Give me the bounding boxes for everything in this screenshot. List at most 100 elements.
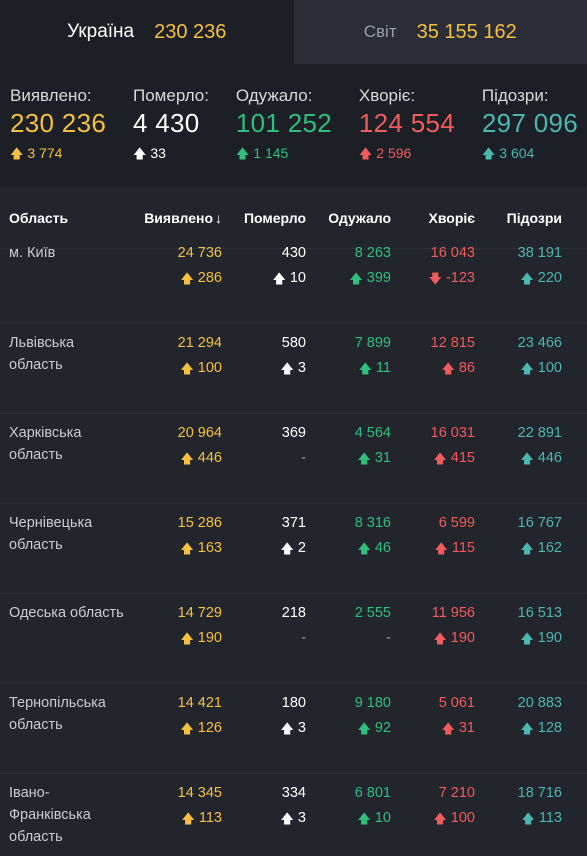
arrow-up-icon: 🡅: [180, 540, 194, 556]
cell-confirmed: 24 736 🡅 286: [130, 242, 222, 323]
table-body: м. Київ 24 736 🡅 286 430 🡅 10 8 263 🡅 399 16 043 🡇 -…: [0, 234, 587, 856]
arrow-up-icon: 🡅: [357, 720, 371, 736]
arrow-up-icon: 🡅: [520, 270, 534, 286]
cell-sick: 6 599 🡅 115: [391, 512, 476, 593]
recovered-value: 9 180: [354, 695, 391, 711]
stat-delta-value: 3 774: [27, 145, 63, 161]
header-confirmed[interactable]: Виявлено ↓: [130, 210, 222, 226]
deaths-delta-value: -: [301, 630, 306, 646]
recovered-delta: 🡅 11: [359, 357, 391, 379]
stat-suspected: Підозри: 297 096 🡅 3 604: [482, 86, 578, 187]
header-confirmed-label: Виявлено: [144, 209, 213, 226]
deaths-value: 180: [281, 695, 306, 711]
cell-suspected: 16 767 🡅 162: [475, 512, 575, 593]
tabs-bar: Україна 230 236 Світ 35 155 162: [0, 0, 587, 64]
stat-delta-value: 33: [150, 145, 166, 161]
confirmed-delta: 🡅 126: [180, 717, 222, 739]
confirmed-value: 14 421: [177, 695, 222, 711]
sick-delta: 🡅 115: [435, 537, 476, 559]
arrow-up-icon: 🡅: [133, 145, 147, 161]
region-name: Харківська область: [9, 425, 82, 463]
cell-sick: 5 061 🡅 31: [391, 692, 475, 773]
deaths-delta: 🡅 2: [281, 537, 306, 559]
deaths-delta-value: -: [301, 450, 306, 466]
cell-confirmed: 14 729 🡅 190: [130, 602, 222, 683]
tab-world-total: 35 155 162: [416, 20, 517, 43]
arrow-up-icon: 🡅: [280, 720, 294, 736]
header-sick[interactable]: Хворіє: [428, 209, 475, 226]
recovered-delta: 🡅 92: [357, 717, 391, 739]
suspected-delta-value: 162: [537, 540, 562, 556]
stat-sick: Хворіє: 124 554 🡅 2 596: [359, 86, 455, 187]
cell-confirmed: 14 421 🡅 126: [130, 692, 222, 773]
table-row: Івано-Франківська область 14 345 🡅 113 334 🡅 3…: [0, 774, 587, 856]
confirmed-delta: 🡅 163: [180, 537, 222, 559]
region-name: Тернопільська область: [9, 695, 106, 733]
arrow-up-icon: 🡅: [433, 810, 447, 826]
cell-suspected: 16 513 🡅 190: [475, 602, 575, 683]
sick-delta: 🡅 415: [433, 447, 475, 469]
cell-recovered: 8 316 🡅 46: [306, 512, 391, 593]
cell-suspected: 20 883 🡅 128: [475, 692, 575, 773]
confirmed-value: 14 729: [177, 605, 222, 621]
sick-value: 12 815: [430, 335, 475, 351]
tab-ukraine-total: 230 236: [154, 20, 227, 43]
confirmed-delta: 🡅 446: [180, 447, 222, 469]
cell-deaths: 180 🡅 3: [222, 692, 306, 773]
deaths-value: 334: [281, 785, 306, 801]
suspected-value: 16 513: [517, 605, 562, 621]
deaths-delta: 🡅 3: [281, 357, 306, 379]
header-region[interactable]: Область: [9, 209, 69, 226]
arrow-up-icon: 🡅: [180, 720, 194, 736]
cell-recovered: 2 555 -: [306, 602, 391, 683]
header-recovered[interactable]: Одужало: [328, 209, 391, 226]
arrow-up-icon: 🡅: [10, 145, 24, 161]
confirmed-delta-value: 446: [197, 450, 222, 466]
recovered-value: 7 899: [354, 335, 391, 351]
cell-sick: 11 956 🡅 190: [391, 602, 475, 683]
arrow-up-icon: 🡅: [180, 360, 194, 376]
sick-value: 16 043: [430, 245, 475, 261]
cell-confirmed: 21 294 🡅 100: [130, 332, 222, 413]
arrow-up-icon: 🡅: [520, 450, 534, 466]
tab-ukraine[interactable]: Україна 230 236: [0, 0, 294, 64]
cell-deaths: 369 -: [222, 422, 306, 503]
arrow-up-icon: 🡅: [280, 810, 294, 826]
suspected-delta: 🡅 190: [520, 627, 562, 649]
stat-delta: 🡅 2 596: [359, 145, 455, 161]
recovered-value: 8 316: [354, 515, 391, 531]
suspected-delta-value: 128: [537, 720, 562, 736]
stat-delta: 🡅 3 604: [482, 145, 578, 161]
arrow-up-icon: 🡅: [180, 450, 194, 466]
confirmed-delta: 🡅 113: [182, 807, 223, 829]
arrow-up-icon: 🡅: [441, 720, 455, 736]
suspected-delta: 🡅 446: [520, 447, 562, 469]
suspected-delta-value: 113: [538, 810, 562, 826]
region-name: Івано-Франківська область: [9, 785, 91, 845]
tab-world[interactable]: Світ 35 155 162: [293, 0, 587, 64]
deaths-value: 371: [281, 515, 306, 531]
suspected-delta-value: 220: [537, 270, 562, 286]
sick-value: 5 061: [438, 695, 475, 711]
arrow-up-icon: 🡅: [520, 360, 534, 376]
cell-confirmed: 14 345 🡅 113: [130, 782, 222, 856]
cell-recovered: 6 801 🡅 10: [306, 782, 391, 856]
region-name: Чернівецька область: [9, 515, 93, 553]
recovered-delta-value: -: [386, 630, 391, 646]
header-deaths[interactable]: Померло: [243, 209, 306, 226]
suspected-value: 38 191: [517, 245, 562, 261]
stat-deaths: Померло: 4 430 🡅 33: [133, 86, 209, 187]
recovered-delta: 🡅 10: [357, 807, 391, 829]
sick-delta-value: -123: [445, 270, 475, 286]
stat-value: 101 252: [235, 108, 332, 138]
sick-delta-value: 190: [450, 630, 475, 646]
stat-confirmed: Виявлено: 230 236 🡅 3 774: [10, 86, 106, 187]
header-suspected[interactable]: Підозри: [506, 209, 562, 226]
sick-delta: 🡅 100: [433, 807, 475, 829]
suspected-delta-value: 446: [537, 450, 562, 466]
sick-delta: 🡇 -123: [429, 267, 475, 289]
confirmed-value: 15 286: [177, 515, 222, 531]
sick-delta: 🡅 86: [441, 357, 475, 379]
deaths-delta: 🡅 3: [281, 807, 306, 829]
table-row: м. Київ 24 736 🡅 286 430 🡅 10 8 263 🡅 399 16 043 🡇 -…: [0, 234, 587, 324]
